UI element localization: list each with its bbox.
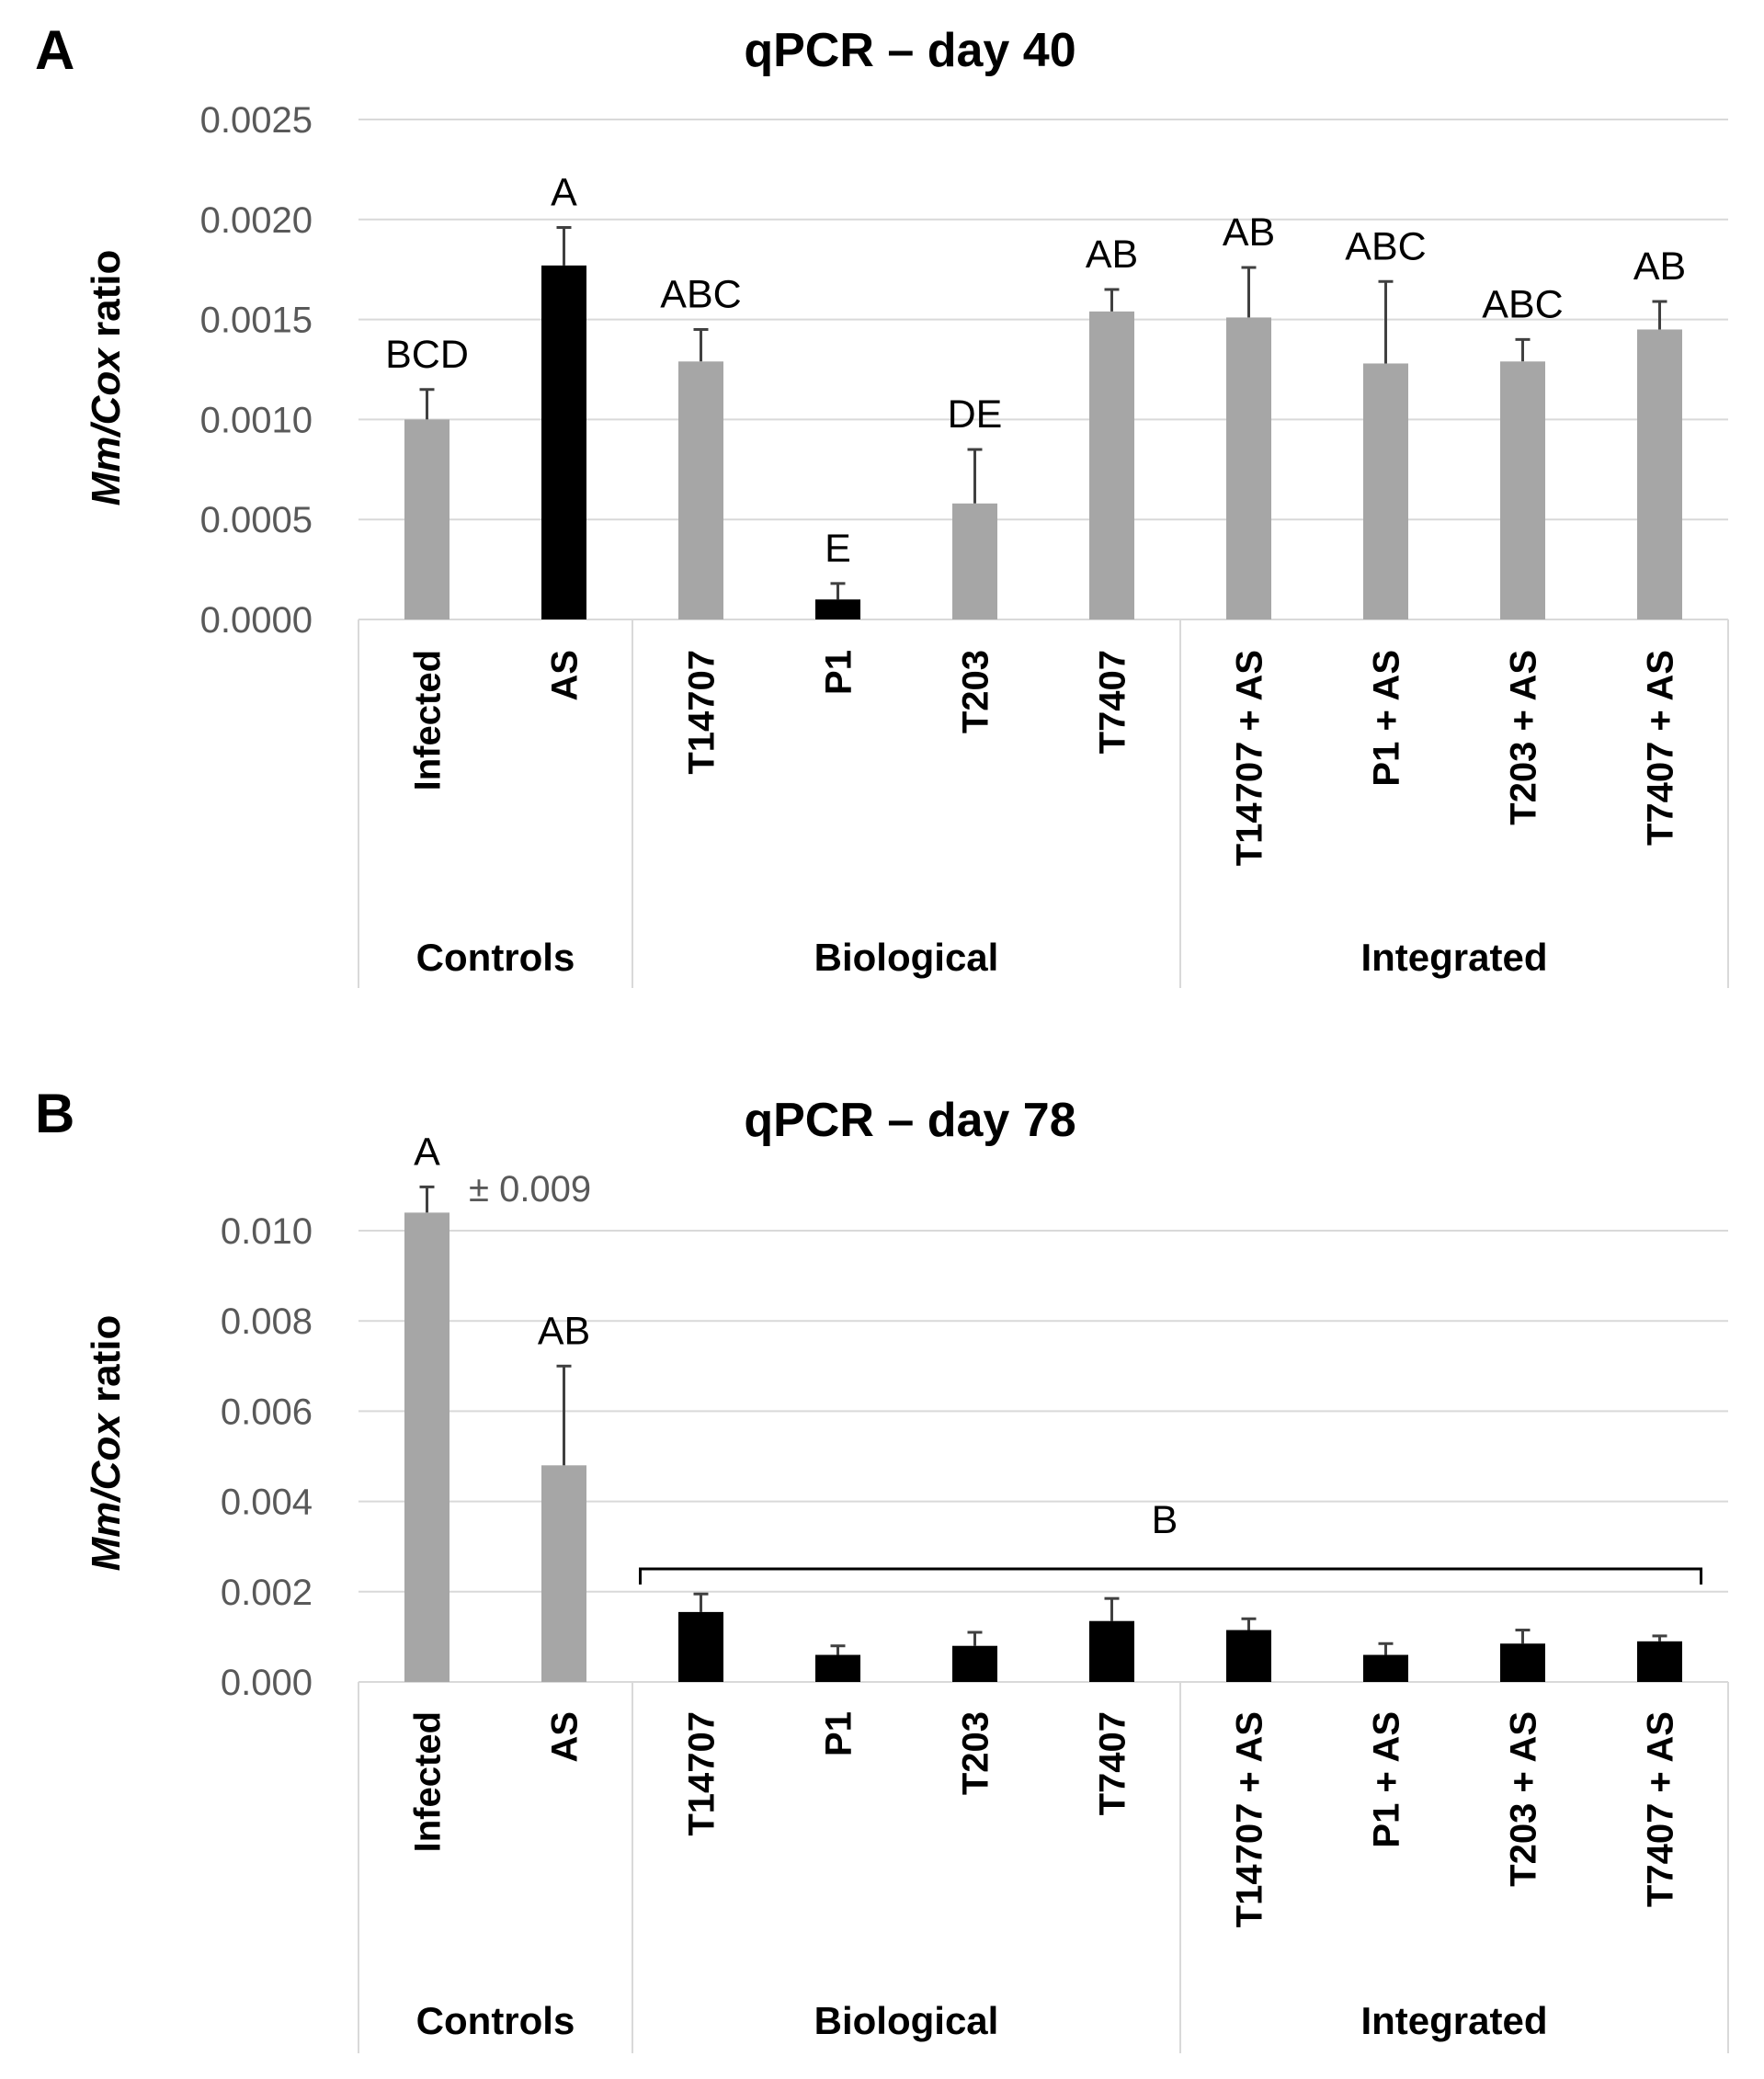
x-tick-label: T14707 + AS: [1230, 1711, 1270, 1927]
x-tick-label: Infected: [408, 650, 449, 790]
x-tick-label: AS: [545, 650, 586, 701]
bar-t14707: [678, 1611, 723, 1682]
x-tick-label: P1: [819, 650, 859, 695]
panel-label: B: [35, 1083, 74, 1144]
y-tick-label: 0.006: [221, 1392, 313, 1432]
significance-label: A: [414, 1130, 440, 1174]
y-tick-label: 0.002: [221, 1573, 313, 1613]
x-tick-label: AS: [545, 1711, 586, 1763]
significance-label: AB: [1633, 244, 1686, 289]
x-tick-label: T14707: [682, 650, 723, 775]
bar-t14707-as: [1226, 1630, 1271, 1682]
x-tick-label: P1 + AS: [1367, 650, 1407, 787]
x-tick-label: T7407 + AS: [1641, 1711, 1681, 1907]
significance-label: DE: [948, 392, 1003, 437]
significance-label: A: [551, 171, 577, 215]
bar-infected: [404, 1212, 450, 1682]
group-label: Integrated: [1360, 936, 1547, 979]
significance-label: AB: [1223, 210, 1275, 255]
significance-label: AB: [1086, 233, 1138, 277]
y-tick-label: 0.000: [221, 1663, 313, 1703]
x-tick-label: T203: [956, 650, 996, 733]
bar-p1: [815, 1654, 860, 1682]
y-tick-label: 0.0020: [200, 200, 313, 241]
error-annotation: ± 0.009: [469, 1169, 591, 1210]
group-label: Biological: [814, 1999, 999, 2042]
bar-t203: [952, 503, 997, 619]
x-tick-label: P1: [819, 1711, 859, 1756]
y-tick-label: 0.010: [221, 1211, 313, 1252]
bar-p1: [815, 599, 860, 619]
y-axis-title-rest: ratio: [84, 1315, 129, 1414]
y-tick-label: 0.008: [221, 1301, 313, 1342]
y-tick-label: 0.004: [221, 1483, 313, 1523]
x-tick-label: T203: [956, 1711, 996, 1795]
bar-p1-as: [1363, 363, 1408, 619]
group-label: Integrated: [1360, 1999, 1547, 2042]
y-tick-label: 0.0015: [200, 301, 313, 341]
significance-label: ABC: [1482, 282, 1563, 326]
x-tick-label: Infected: [408, 1711, 449, 1852]
y-tick-label: 0.0005: [200, 500, 313, 540]
x-tick-label: T7407 + AS: [1641, 650, 1681, 846]
bar-t203: [952, 1645, 997, 1682]
panel-label: A: [35, 19, 74, 81]
y-axis-title-rest: ratio: [84, 250, 129, 349]
y-axis-title: Mm/Cox ratio: [84, 250, 129, 506]
chart-title: qPCR – day 40: [744, 24, 1075, 77]
bracket-label: B: [1152, 1498, 1178, 1542]
x-tick-label: T14707: [682, 1711, 723, 1836]
y-axis-title-italic: Mm/Cox: [84, 1413, 129, 1572]
y-axis-title-italic: Mm/Cox: [84, 347, 129, 506]
y-axis-title: Mm/Cox ratio: [84, 1315, 129, 1572]
y-tick-label: 0.0000: [200, 600, 313, 641]
x-tick-label: T14707 + AS: [1230, 650, 1270, 866]
significance-label: AB: [538, 1309, 590, 1353]
x-tick-label: T203 + AS: [1504, 1711, 1544, 1887]
x-tick-label: T7407: [1093, 650, 1133, 754]
bar-t7407: [1089, 1620, 1134, 1682]
x-tick-label: T7407: [1093, 1711, 1133, 1815]
bar-t203-as: [1500, 1643, 1545, 1682]
significance-label: BCD: [385, 333, 469, 377]
significance-label: ABC: [1345, 224, 1426, 268]
y-tick-label: 0.0010: [200, 400, 313, 440]
y-tick-label: 0.0025: [200, 100, 313, 141]
x-tick-label: T203 + AS: [1504, 650, 1544, 825]
significance-label: E: [825, 527, 851, 571]
bar-t7407-as: [1637, 329, 1682, 619]
bar-p1-as: [1363, 1654, 1408, 1682]
bar-t14707: [678, 361, 723, 619]
significance-bracket: [639, 1567, 1702, 1585]
x-tick-label: P1 + AS: [1367, 1711, 1407, 1848]
bar-as: [541, 265, 586, 619]
bar-t7407: [1089, 311, 1134, 619]
chart-title: qPCR – day 78: [744, 1094, 1075, 1147]
group-label: Controls: [416, 1999, 575, 2042]
significance-label: ABC: [660, 272, 741, 316]
bar-t7407-as: [1637, 1641, 1682, 1682]
group-label: Controls: [416, 936, 575, 979]
group-label: Biological: [814, 936, 999, 979]
bar-infected: [404, 419, 450, 619]
bar-t14707-as: [1226, 317, 1271, 619]
bar-as: [541, 1465, 586, 1682]
bar-t203-as: [1500, 361, 1545, 619]
